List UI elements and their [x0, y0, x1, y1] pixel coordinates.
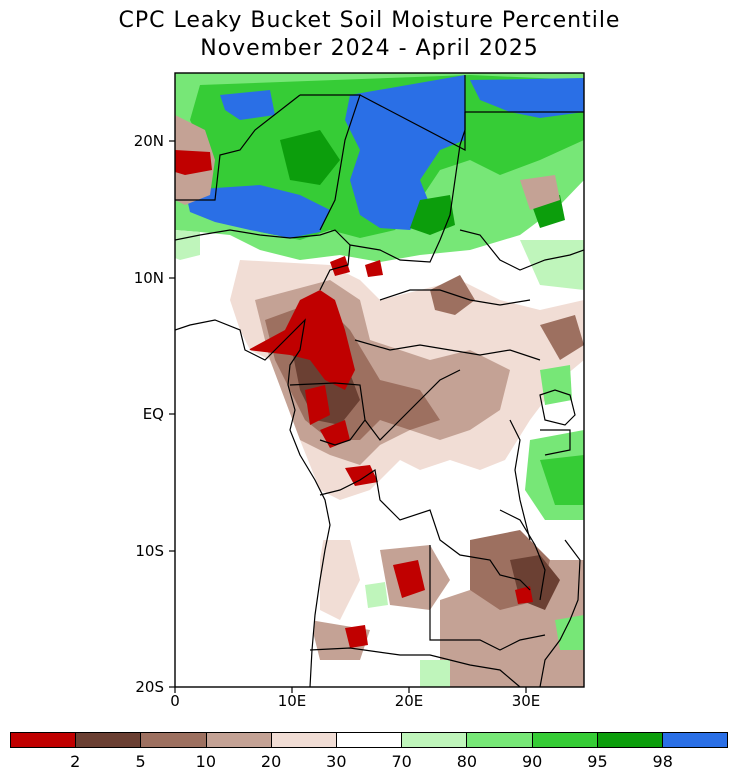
x-label-20e: 20E: [394, 692, 424, 710]
x-label-0: 0: [170, 692, 180, 710]
legend-label: 10: [195, 752, 216, 771]
y-label-10s: 10S: [135, 542, 164, 560]
y-label-20n: 20N: [133, 132, 164, 150]
map-frame: [174, 72, 585, 688]
y-label-10n: 10N: [133, 269, 164, 287]
legend-label: 80: [456, 752, 478, 771]
legend-swatch: [336, 733, 403, 747]
legend-swatch: [597, 733, 663, 747]
legend-label: 70: [391, 752, 412, 771]
legend-swatch: [11, 733, 77, 747]
legend-swatch: [402, 733, 468, 747]
legend-label: 30: [326, 752, 347, 771]
legend-swatch: [271, 733, 337, 747]
legend-label: 20: [260, 752, 282, 771]
color-legend: [10, 732, 728, 748]
legend-swatch: [662, 733, 728, 747]
axis-ticks: [169, 140, 527, 693]
legend-swatch: [76, 733, 142, 747]
x-label-10e: 10E: [277, 692, 307, 710]
legend-swatch: [141, 733, 207, 747]
legend-label: 2: [70, 752, 81, 771]
y-label-eq: EQ: [142, 405, 164, 423]
legend-label: 98: [652, 752, 673, 771]
map-subtitle: November 2024 - April 2025: [200, 36, 539, 61]
map-title: CPC Leaky Bucket Soil Moisture Percentil…: [118, 8, 621, 33]
legend-label: 5: [135, 752, 146, 771]
legend-swatch: [532, 733, 598, 747]
legend-label: 90: [521, 752, 543, 771]
x-label-30e: 30E: [511, 692, 541, 710]
map-field: [175, 73, 584, 687]
legend-swatch: [206, 733, 272, 747]
legend-swatch: [467, 733, 533, 747]
y-label-20s: 20S: [135, 678, 164, 696]
legend-label: 95: [587, 752, 608, 771]
